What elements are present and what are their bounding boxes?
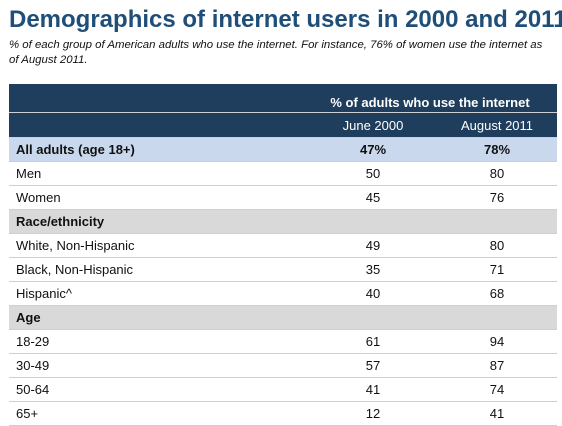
row-label: All adults (age 18+) bbox=[9, 137, 309, 162]
table-row: Women 45 76 bbox=[9, 185, 558, 210]
cell-august-2011: 78% bbox=[437, 137, 558, 162]
cell-august-2011: 80 bbox=[437, 161, 558, 186]
row-label: 50-64 bbox=[9, 377, 309, 402]
table-row: 65+ 12 41 bbox=[9, 401, 558, 426]
cell-august-2011: 94 bbox=[437, 329, 558, 354]
cell-august-2011 bbox=[437, 209, 558, 234]
table-row: Hispanic^ 40 68 bbox=[9, 281, 558, 306]
cell-august-2011: 41 bbox=[437, 401, 558, 426]
row-label: Race/ethnicity bbox=[9, 209, 309, 234]
section-header-row: Age bbox=[9, 305, 558, 330]
row-label: 65+ bbox=[9, 401, 309, 426]
cell-august-2011 bbox=[437, 305, 558, 330]
column-header-june-2000: June 2000 bbox=[309, 112, 437, 138]
data-table: % of adults who use the internet June 20… bbox=[9, 84, 558, 426]
cell-august-2011: 71 bbox=[437, 257, 558, 282]
cell-june-2000: 41 bbox=[309, 377, 437, 402]
header-row-columns: June 2000 August 2011 bbox=[9, 112, 558, 138]
cell-august-2011: 87 bbox=[437, 353, 558, 378]
cell-june-2000: 12 bbox=[309, 401, 437, 426]
cell-june-2000: 49 bbox=[309, 233, 437, 258]
cell-june-2000: 57 bbox=[309, 353, 437, 378]
row-label: Black, Non-Hispanic bbox=[9, 257, 309, 282]
row-label: Age bbox=[9, 305, 309, 330]
cell-june-2000: 40 bbox=[309, 281, 437, 306]
table-body: All adults (age 18+) 47% 78% Men 50 80 Women 45… bbox=[9, 137, 558, 426]
column-header-august-2011: August 2011 bbox=[437, 112, 558, 138]
cell-june-2000: 61 bbox=[309, 329, 437, 354]
table-row: White, Non-Hispanic 49 80 bbox=[9, 233, 558, 258]
cell-june-2000 bbox=[309, 305, 437, 330]
cell-june-2000: 47% bbox=[309, 137, 437, 162]
cell-august-2011: 80 bbox=[437, 233, 558, 258]
cell-june-2000: 35 bbox=[309, 257, 437, 282]
cell-august-2011: 68 bbox=[437, 281, 558, 306]
total-row: All adults (age 18+) 47% 78% bbox=[9, 137, 558, 162]
row-label: Men bbox=[9, 161, 309, 186]
section-header-row: Race/ethnicity bbox=[9, 209, 558, 234]
cell-august-2011: 76 bbox=[437, 185, 558, 210]
table-row: Men 50 80 bbox=[9, 161, 558, 186]
row-label: Women bbox=[9, 185, 309, 210]
cell-june-2000 bbox=[309, 209, 437, 234]
column-group-header: % of adults who use the internet bbox=[309, 84, 558, 113]
chart-title: Demographics of internet users in 2000 a… bbox=[9, 6, 562, 33]
header-row-group: % of adults who use the internet bbox=[9, 84, 558, 113]
row-label: 18-29 bbox=[9, 329, 309, 354]
header-empty-cell bbox=[9, 112, 309, 138]
row-label: Hispanic^ bbox=[9, 281, 309, 306]
table-row: Black, Non-Hispanic 35 71 bbox=[9, 257, 558, 282]
table-row: 18-29 61 94 bbox=[9, 329, 558, 354]
cell-june-2000: 45 bbox=[309, 185, 437, 210]
table-row: 30-49 57 87 bbox=[9, 353, 558, 378]
row-label: 30-49 bbox=[9, 353, 309, 378]
header-empty-cell bbox=[9, 84, 309, 113]
chart-container: Demographics of internet users in 2000 a… bbox=[9, 6, 562, 426]
chart-subtitle: % of each group of American adults who u… bbox=[9, 39, 543, 66]
table-row: 50-64 41 74 bbox=[9, 377, 558, 402]
cell-june-2000: 50 bbox=[309, 161, 437, 186]
row-label: White, Non-Hispanic bbox=[9, 233, 309, 258]
cell-august-2011: 74 bbox=[437, 377, 558, 402]
